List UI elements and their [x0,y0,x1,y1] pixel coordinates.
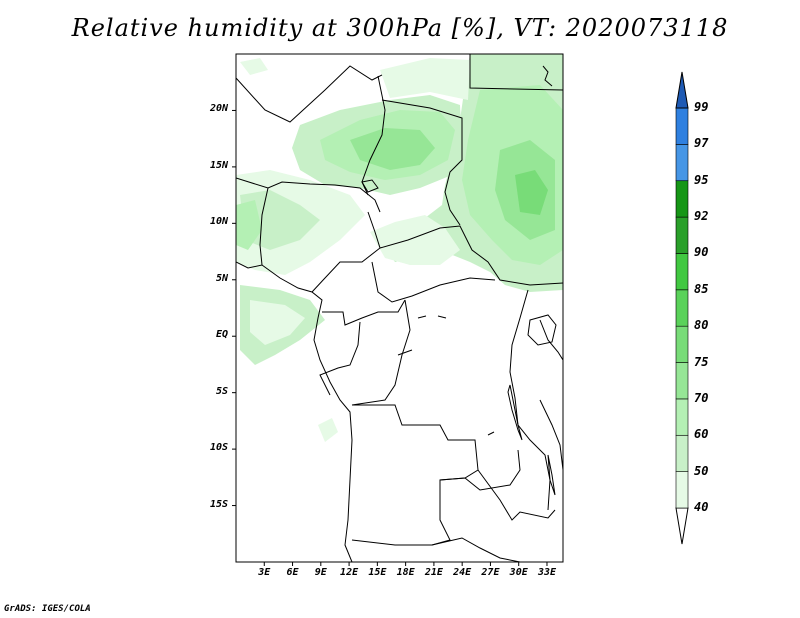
colorbar [675,71,689,545]
border-north-1 [236,65,383,123]
colorbar-swatch [675,398,689,436]
lon-label: 15E [368,567,387,578]
humidity-core-east-2 [515,170,548,215]
lat-label: 5S [215,385,228,397]
colorbar-label: 99 [694,100,709,114]
colorbar-under-arrow [675,507,689,545]
lat-label: 10S [209,442,228,454]
lon-label: 6E [286,567,299,578]
border-car-south [371,261,496,303]
lake-victoria [527,314,557,346]
border-drc-west [319,321,361,396]
border-drc-north [351,299,411,406]
lat-label: 15S [209,498,228,510]
colorbar-swatch [675,216,689,254]
colorbar-label: 92 [694,209,709,224]
colorbar-swatch [675,325,689,363]
border-nigeria [259,187,269,266]
credit-text: GrADS: IGES/COLA [4,604,91,614]
border-north-3 [381,99,463,226]
lat-label: 5N [215,272,228,284]
border-sahel [236,177,381,213]
border-angola [351,404,479,546]
humidity-region-gulf-inner [250,300,305,345]
colorbar-over-arrow [675,71,689,109]
lon-label: 24E [453,567,472,578]
colorbar-label: 75 [694,354,709,369]
lat-label: 10N [209,216,228,228]
coastline-west [236,261,353,562]
colorbar-swatch [675,253,689,291]
border-east-lakes [509,289,551,511]
border-congo [322,299,406,326]
humidity-region-west-inner [240,190,320,250]
colorbar-label: 60 [694,427,709,442]
lon-label: 27E [481,567,500,578]
colorbar-label: 90 [694,245,709,260]
country-borders [236,54,563,562]
humidity-shading [236,54,563,442]
map-title: Relative humidity at 300hPa [%], VT: 202… [71,14,729,42]
lat-label: 15N [209,159,228,171]
colorbar-label: 70 [694,390,709,405]
lat-label: 20N [209,103,228,115]
humidity-region-north-top [380,58,470,100]
humidity-patch-southwest [318,418,338,442]
colorbar-label: 80 [694,318,709,333]
border-zambia [477,469,556,521]
lon-label: 9E [314,567,327,578]
colorbar-swatch [675,107,689,145]
colorbar-label: 50 [694,463,709,478]
lat-label: EQ [215,329,228,341]
humidity-patch-topleft [240,58,268,75]
colorbar-label: 97 [694,136,709,151]
axis-ticks [232,109,548,566]
border-northeast [469,54,563,91]
border-cameroon [311,211,381,293]
humidity-region-westcoast [236,200,262,250]
colorbar-swatch [675,144,689,182]
eastern-coastline [542,65,553,87]
colorbar-label: 85 [694,281,709,296]
colorbar-swatch [675,434,689,472]
map-frame [235,53,564,563]
lon-label: 33E [537,567,556,578]
colorbar-swatch [675,289,689,327]
lon-label: 12E [340,567,359,578]
small-islands [397,315,495,436]
lake-tanganyika [507,384,523,441]
border-angola-2 [439,449,521,491]
humidity-region-central [370,215,460,265]
lon-label: 21E [424,567,443,578]
colorbar-label: 95 [694,172,709,187]
border-car [379,225,563,286]
colorbar-swatch [675,471,689,509]
lon-label: 30E [509,567,528,578]
border-east-3 [539,399,563,471]
humidity-core-north [350,128,435,170]
border-east-2 [539,319,563,361]
lake-chad [361,179,379,193]
lake-malawi [547,454,556,496]
lon-label: 18E [396,567,415,578]
border-south [431,537,521,562]
lon-label: 3E [258,567,271,578]
colorbar-label: 40 [694,500,709,514]
colorbar-swatch [675,180,689,218]
colorbar-swatch [675,362,689,400]
